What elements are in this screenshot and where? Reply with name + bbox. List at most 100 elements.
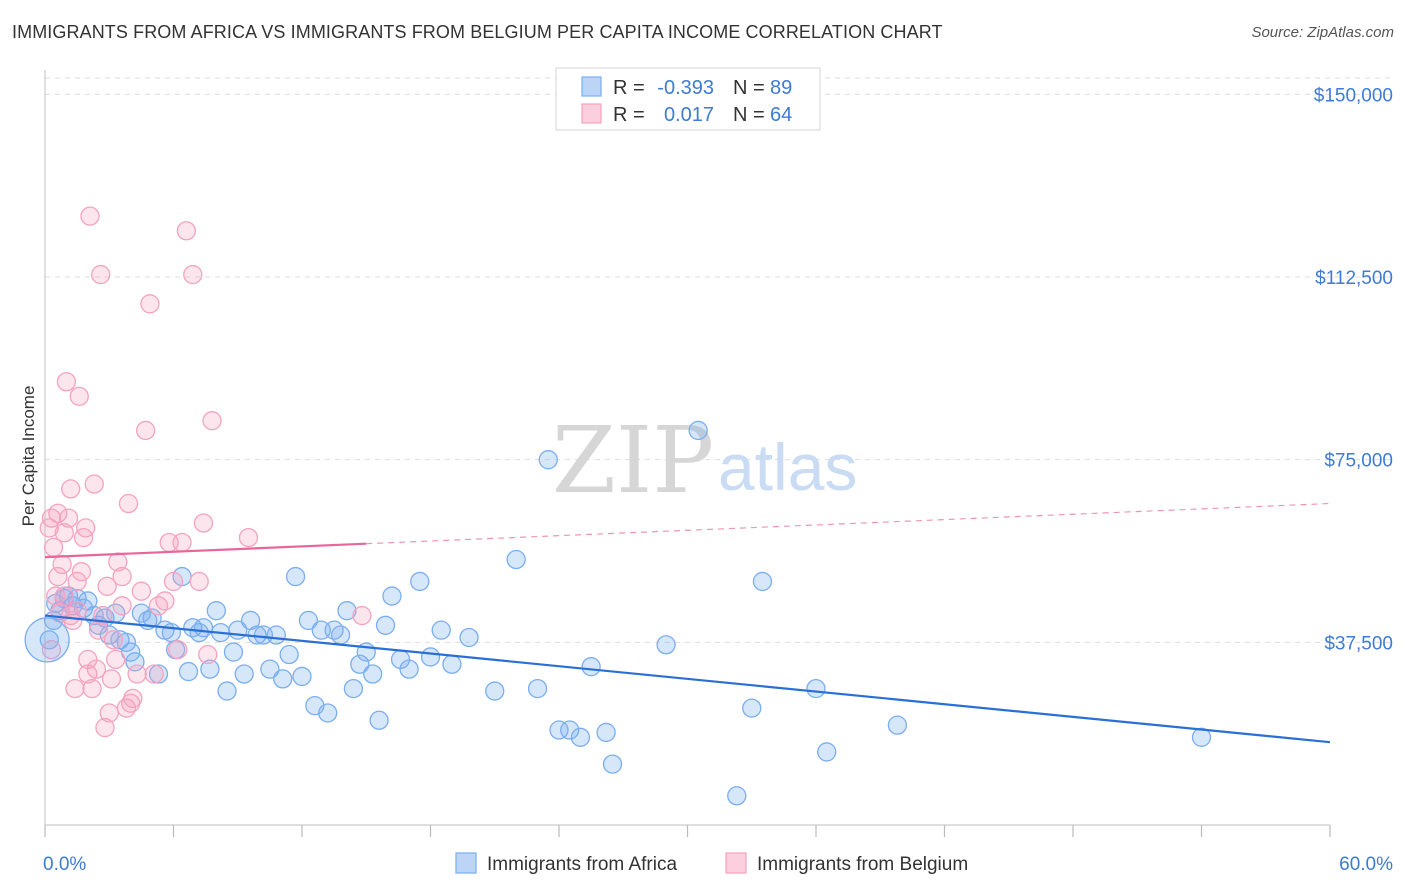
stats-n-value-belgium: 64 bbox=[770, 104, 792, 126]
point-africa bbox=[285, 566, 306, 587]
stats-n-label-africa: N = bbox=[733, 77, 765, 99]
point-belgium bbox=[48, 566, 68, 587]
point-africa bbox=[602, 754, 623, 774]
point-africa bbox=[375, 615, 396, 635]
point-africa bbox=[273, 669, 293, 689]
point-africa bbox=[382, 586, 402, 606]
point-belgium bbox=[69, 386, 89, 407]
point-africa bbox=[817, 742, 837, 762]
point-africa bbox=[266, 625, 286, 645]
point-belgium bbox=[65, 678, 85, 699]
point-africa bbox=[330, 625, 351, 645]
point-belgium bbox=[198, 644, 218, 665]
point-africa bbox=[206, 601, 226, 621]
point-africa bbox=[1191, 727, 1212, 747]
stats-legend-swatch-belgium bbox=[581, 103, 602, 124]
watermark-zip: ZIP bbox=[552, 407, 714, 514]
point-africa bbox=[527, 678, 548, 699]
point-africa bbox=[549, 720, 569, 740]
trend-lines bbox=[44, 502, 1331, 744]
point-africa bbox=[431, 620, 451, 640]
x-tick-labels: 0.0% 60.0% bbox=[43, 854, 1393, 875]
point-belgium bbox=[118, 493, 139, 514]
point-belgium bbox=[71, 562, 92, 582]
point-africa bbox=[506, 549, 526, 570]
point-africa bbox=[459, 627, 479, 648]
point-belgium bbox=[82, 678, 102, 699]
point-belgium bbox=[136, 420, 156, 441]
point-africa bbox=[656, 635, 676, 655]
point-africa bbox=[178, 661, 199, 682]
y-tick-label: $112,500 bbox=[1315, 268, 1393, 289]
point-africa bbox=[298, 610, 319, 631]
chart-source: Source: ZipAtlas.com bbox=[1251, 24, 1394, 41]
trend-line-belgium-dashed bbox=[366, 502, 1331, 545]
point-africa bbox=[581, 657, 601, 677]
point-belgium bbox=[352, 605, 372, 626]
point-africa bbox=[131, 603, 152, 623]
point-belgium bbox=[78, 664, 98, 684]
point-belgium bbox=[176, 221, 197, 241]
point-africa bbox=[420, 647, 441, 667]
point-africa bbox=[442, 654, 462, 674]
point-belgium bbox=[91, 264, 111, 285]
point-belgium bbox=[168, 639, 188, 660]
point-belgium bbox=[163, 571, 184, 592]
point-belgium bbox=[131, 581, 152, 601]
point-africa bbox=[742, 698, 762, 718]
point-belgium bbox=[112, 566, 132, 587]
point-africa bbox=[193, 618, 214, 638]
x-tick-label: 0.0% bbox=[43, 854, 86, 875]
stats-legend: R = -0.393 N = 89 R = 0.017 N = 64 bbox=[555, 67, 821, 131]
gridlines bbox=[45, 77, 1395, 643]
point-africa bbox=[538, 450, 558, 470]
trend-line-belgium bbox=[44, 542, 367, 559]
point-belgium bbox=[95, 717, 115, 738]
chart-title: IMMIGRANTS FROM AFRICA VS IMMIGRANTS FRO… bbox=[12, 22, 943, 42]
point-africa bbox=[363, 664, 383, 684]
point-belgium bbox=[54, 523, 74, 543]
axes bbox=[44, 70, 1331, 837]
point-africa bbox=[570, 727, 591, 747]
stats-r-label-belgium: R = bbox=[613, 104, 645, 126]
stats-r-value-africa: -0.393 bbox=[657, 77, 714, 99]
point-africa bbox=[596, 722, 616, 743]
point-africa bbox=[560, 720, 580, 740]
point-belgium bbox=[202, 411, 222, 431]
stats-n-label-belgium: N = bbox=[733, 104, 765, 126]
point-belgium bbox=[155, 591, 175, 611]
point-belgium bbox=[80, 206, 100, 226]
point-belgium bbox=[140, 294, 160, 314]
point-belgium bbox=[41, 639, 62, 660]
point-belgium bbox=[84, 474, 104, 494]
point-africa bbox=[125, 652, 145, 672]
point-belgium bbox=[106, 649, 126, 670]
point-africa-cluster bbox=[24, 617, 70, 663]
point-belgium bbox=[189, 571, 209, 592]
point-africa bbox=[279, 644, 299, 665]
point-africa bbox=[727, 786, 747, 806]
y-tick-label: $37,500 bbox=[1324, 633, 1393, 654]
point-belgium bbox=[76, 518, 96, 538]
point-belgium bbox=[123, 688, 143, 709]
point-belgium bbox=[56, 372, 77, 392]
y-tick-labels: $37,500 $75,000 $112,500 $150,000 bbox=[1314, 85, 1393, 654]
point-belgium bbox=[48, 503, 68, 523]
point-belgium bbox=[183, 264, 203, 285]
stats-legend-swatch-africa bbox=[581, 76, 602, 97]
point-africa bbox=[217, 681, 237, 701]
point-belgium bbox=[67, 571, 87, 592]
point-africa bbox=[337, 601, 357, 621]
point-africa bbox=[350, 654, 370, 674]
data-points bbox=[24, 206, 1212, 806]
stats-n-value-africa: 89 bbox=[770, 77, 792, 99]
point-africa bbox=[223, 642, 244, 662]
point-belgium bbox=[67, 601, 87, 621]
point-africa bbox=[369, 710, 389, 730]
point-belgium bbox=[103, 630, 124, 650]
legend-label-africa: Immigrants from Africa bbox=[487, 854, 677, 875]
stats-r-label-africa: R = bbox=[613, 77, 645, 99]
point-belgium bbox=[54, 586, 74, 606]
legend-swatch-belgium bbox=[725, 852, 747, 874]
